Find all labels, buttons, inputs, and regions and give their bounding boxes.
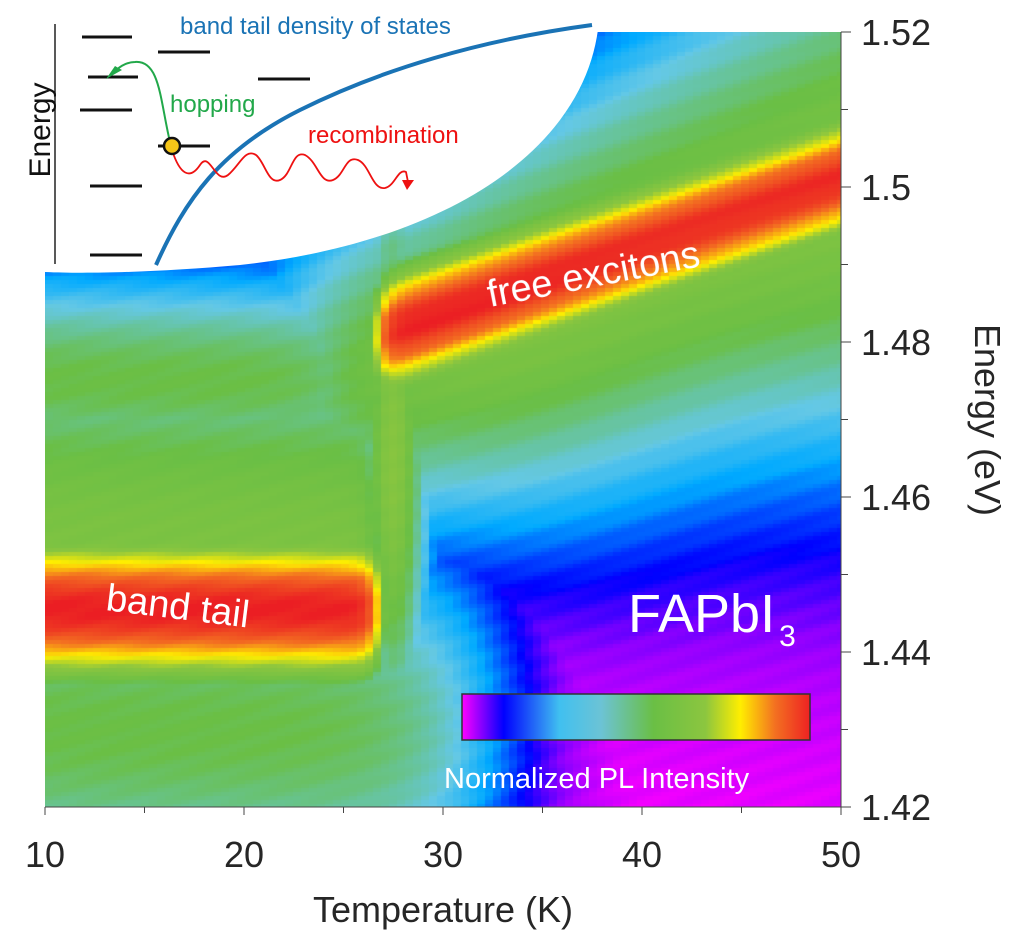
y-axis-title: Energy (eV) [967, 324, 1008, 516]
x-tick-label: 40 [622, 834, 662, 875]
recombination-arrowhead [402, 180, 414, 190]
hopping-label: hopping [170, 91, 255, 118]
x-axis: 10 20 30 40 50 [25, 806, 861, 875]
material-subscript: 3 [779, 620, 796, 653]
material-main: FAPbI [628, 584, 775, 644]
y-tick-label: 1.46 [861, 477, 931, 518]
inset-schematic: Energy band tail density of states hoppi… [24, 13, 593, 266]
colorbar-label: Normalized PL Intensity [444, 763, 750, 795]
x-axis-title: Temperature (K) [313, 889, 573, 930]
hopping-arrow [111, 60, 171, 143]
x-tick-label: 30 [423, 834, 463, 875]
recombination-wave [171, 149, 409, 189]
dos-label: band tail density of states [180, 13, 451, 40]
y-tick-label: 1.48 [861, 322, 931, 363]
inset-energy-label: Energy [24, 82, 57, 177]
colorbar [461, 693, 811, 741]
carrier-dot [162, 136, 182, 156]
x-tick-label: 20 [224, 834, 264, 875]
recombination-label: recombination [308, 122, 459, 149]
y-tick-label: 1.44 [861, 632, 931, 673]
x-tick-label: 10 [25, 834, 65, 875]
x-tick-label: 50 [821, 834, 861, 875]
material-label: FAPbI 3 [628, 584, 796, 653]
y-tick-label: 1.42 [861, 787, 931, 828]
y-axis: 1.42 1.44 1.46 1.48 1.5 1.52 [840, 12, 931, 828]
dos-curve [154, 23, 593, 266]
hopping-arrowhead [106, 66, 122, 79]
y-tick-label: 1.52 [861, 12, 931, 53]
y-tick-label: 1.5 [861, 167, 911, 208]
